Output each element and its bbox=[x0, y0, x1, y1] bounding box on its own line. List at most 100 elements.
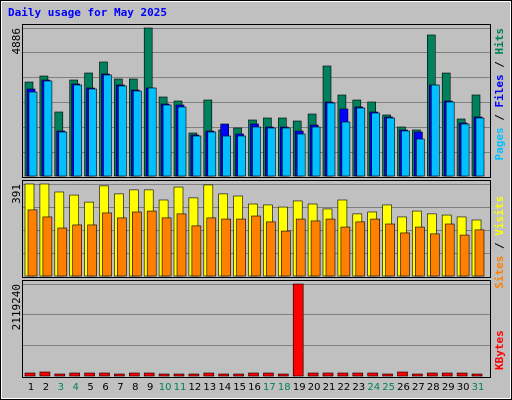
legend-entry: Files bbox=[493, 74, 506, 107]
x-tick-label: 16 bbox=[248, 382, 261, 393]
x-tick-label: 27 bbox=[412, 382, 425, 393]
legend-entry: Pages bbox=[493, 127, 506, 160]
x-tick-label: 10 bbox=[159, 382, 172, 393]
bar bbox=[263, 372, 274, 377]
bar bbox=[307, 372, 319, 377]
bar bbox=[146, 210, 157, 277]
bar bbox=[237, 135, 246, 177]
bar bbox=[88, 88, 97, 177]
bar bbox=[222, 135, 231, 177]
bar bbox=[280, 230, 291, 277]
x-tick-label: 1 bbox=[28, 382, 34, 393]
x-tick-label: 26 bbox=[397, 382, 410, 393]
bar bbox=[191, 225, 202, 277]
legend: KBytes bbox=[493, 330, 506, 370]
bar bbox=[471, 373, 483, 377]
legend-entry: KBytes bbox=[493, 330, 506, 370]
bar bbox=[326, 102, 336, 177]
bar bbox=[173, 373, 185, 377]
y-tick-label: 391 bbox=[10, 184, 23, 204]
bar bbox=[341, 121, 351, 177]
x-tick-label: 21 bbox=[323, 382, 336, 393]
bar bbox=[322, 372, 334, 377]
x-tick-label: 13 bbox=[203, 382, 216, 393]
bar bbox=[382, 373, 393, 377]
bar bbox=[385, 223, 395, 277]
bar bbox=[203, 372, 215, 377]
x-tick-label: 14 bbox=[218, 382, 231, 393]
legend-entry: Hits bbox=[493, 28, 506, 55]
x-tick-label: 12 bbox=[189, 382, 202, 393]
bar bbox=[158, 373, 170, 377]
x-tick-label: 3 bbox=[58, 382, 64, 393]
bar bbox=[218, 373, 229, 377]
x-tick-label: 18 bbox=[278, 382, 291, 393]
bar bbox=[412, 373, 423, 377]
bar bbox=[87, 224, 97, 277]
x-tick-label: 7 bbox=[117, 382, 123, 393]
bar bbox=[474, 229, 485, 277]
x-tick-label: 20 bbox=[308, 382, 321, 393]
bar bbox=[475, 117, 485, 177]
bar bbox=[117, 217, 127, 277]
bar bbox=[57, 227, 68, 277]
bar bbox=[367, 372, 379, 377]
panel bbox=[22, 280, 491, 378]
bar bbox=[161, 217, 172, 277]
bar bbox=[102, 212, 112, 277]
x-tick-label: 24 bbox=[367, 382, 380, 393]
bar bbox=[27, 209, 38, 277]
legend-separator: / bbox=[493, 108, 506, 128]
bar bbox=[84, 372, 95, 377]
x-tick-label: 19 bbox=[293, 382, 306, 393]
bar bbox=[43, 80, 53, 177]
bar bbox=[266, 221, 276, 277]
bar bbox=[103, 74, 112, 177]
bar bbox=[356, 107, 366, 177]
x-tick-label: 6 bbox=[102, 382, 108, 393]
bar bbox=[456, 372, 468, 377]
bar bbox=[459, 234, 470, 277]
bar bbox=[445, 101, 455, 177]
bar bbox=[311, 126, 321, 177]
legend-entry: Visits bbox=[493, 196, 506, 236]
legend-separator: / bbox=[493, 236, 506, 256]
bar bbox=[233, 373, 244, 377]
x-tick-label: 17 bbox=[263, 382, 276, 393]
bar bbox=[176, 213, 187, 277]
x-tick-label: 25 bbox=[382, 382, 395, 393]
x-tick-label: 29 bbox=[442, 382, 455, 393]
bar bbox=[325, 218, 336, 277]
x-tick-label: 15 bbox=[233, 382, 246, 393]
x-tick-label: 2 bbox=[43, 382, 49, 393]
bar bbox=[69, 372, 80, 377]
bar bbox=[221, 218, 231, 277]
bar bbox=[248, 372, 259, 377]
bar bbox=[73, 84, 82, 177]
bar bbox=[371, 112, 381, 177]
x-tick-label: 8 bbox=[132, 382, 138, 393]
bar bbox=[207, 131, 217, 177]
x-tick-label: 28 bbox=[427, 382, 440, 393]
bar bbox=[133, 90, 142, 177]
x-tick-label: 22 bbox=[338, 382, 351, 393]
bar bbox=[277, 373, 289, 377]
bar bbox=[430, 84, 440, 177]
bar bbox=[460, 123, 470, 177]
bar bbox=[177, 106, 187, 177]
bar bbox=[429, 233, 440, 277]
bar bbox=[143, 372, 155, 377]
bar bbox=[206, 217, 217, 277]
bar bbox=[310, 220, 321, 277]
chart-title: Daily usage for May 2025 bbox=[8, 6, 167, 19]
bar bbox=[441, 372, 453, 377]
bar bbox=[147, 87, 157, 177]
bar bbox=[132, 211, 142, 277]
bar bbox=[236, 218, 246, 277]
bar bbox=[426, 372, 438, 377]
bar bbox=[415, 226, 425, 277]
bar bbox=[337, 372, 349, 377]
bar bbox=[292, 283, 304, 377]
bar bbox=[295, 218, 306, 277]
